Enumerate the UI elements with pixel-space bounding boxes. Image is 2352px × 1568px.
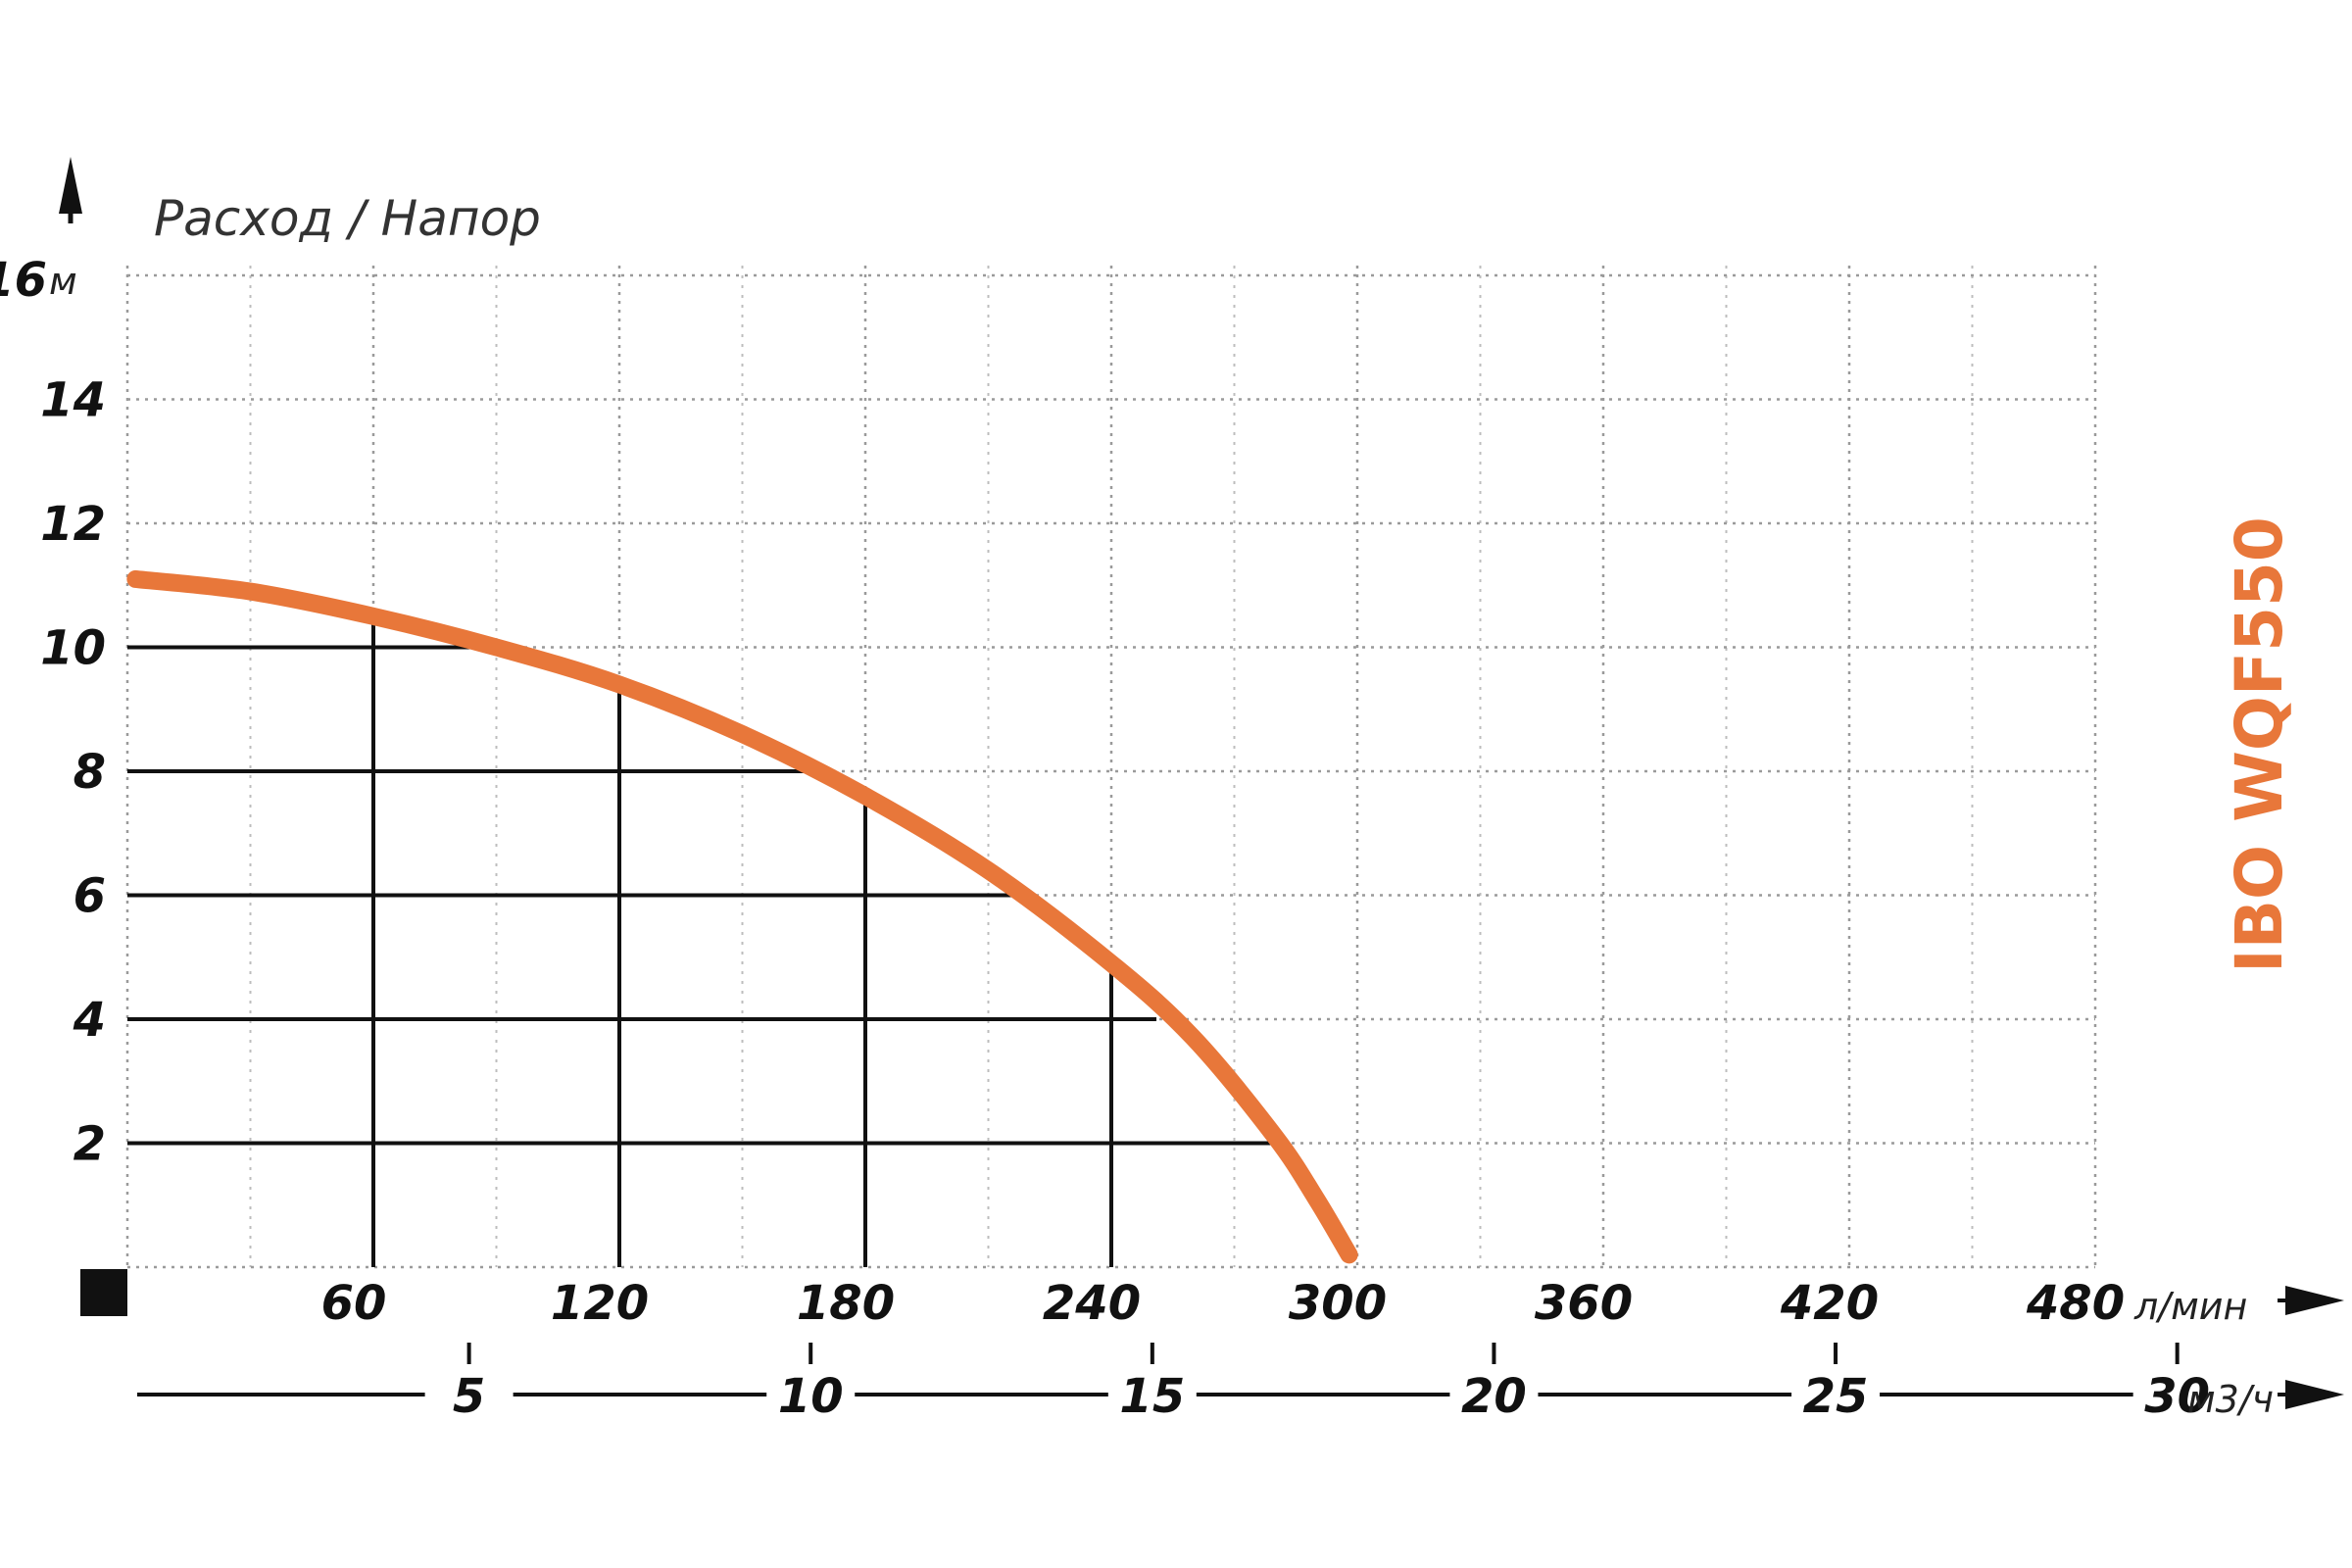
y-tick-label: 6 bbox=[74, 869, 106, 924]
y-tick-label: 2 bbox=[74, 1117, 106, 1172]
x-tick-label: 60 bbox=[321, 1276, 387, 1331]
x2-tick-label: 15 bbox=[1119, 1369, 1185, 1424]
performance-curve bbox=[126, 569, 1358, 1264]
x-axis-unit: л/мин bbox=[2133, 1285, 2247, 1328]
y-tick-label: 8 bbox=[74, 745, 106, 800]
x2-tick-label: 5 bbox=[453, 1369, 485, 1424]
curve-layer bbox=[126, 569, 1358, 1264]
x-tick-label: 420 bbox=[1780, 1276, 1879, 1331]
x-tick-label: 360 bbox=[1535, 1276, 1633, 1331]
y-tick-label: 10 bbox=[40, 621, 106, 676]
x2-tick-label: 20 bbox=[1461, 1369, 1527, 1424]
model-label: IBO WQF550 bbox=[2222, 516, 2297, 973]
x2-tick-label: 30 bbox=[2144, 1369, 2210, 1424]
tick-labels: 2 4 6 8 10 12 14 60 120 180 240 300 360 420 480 5 10 15 20… bbox=[0, 253, 2293, 1424]
y-tick-label-top: 16 bbox=[0, 253, 47, 308]
y-tick-label: 14 bbox=[40, 373, 106, 428]
origin-marker bbox=[80, 1269, 127, 1316]
x2-tick-label: 25 bbox=[1803, 1369, 1869, 1424]
x-tick-label: 180 bbox=[797, 1276, 895, 1331]
x2-axis-arrow-icon bbox=[2285, 1380, 2344, 1409]
x-axis-arrow-icon bbox=[2285, 1286, 2344, 1315]
x-tick-label: 240 bbox=[1043, 1276, 1141, 1331]
y-tick-label: 4 bbox=[73, 993, 106, 1048]
drop-lines bbox=[127, 615, 1280, 1267]
x-tick-label: 120 bbox=[551, 1276, 649, 1331]
x2-axis-unit: м3/ч bbox=[2187, 1378, 2274, 1421]
x2-tick-label: 10 bbox=[778, 1369, 844, 1424]
y-tick-label: 12 bbox=[40, 497, 106, 552]
y-axis-arrow-icon bbox=[59, 157, 82, 214]
x-tick-label: 300 bbox=[1289, 1276, 1387, 1331]
y-axis-unit: м bbox=[49, 260, 77, 303]
x-tick-label: 480 bbox=[2026, 1276, 2125, 1331]
axis-title: Расход / Напор bbox=[154, 190, 541, 247]
